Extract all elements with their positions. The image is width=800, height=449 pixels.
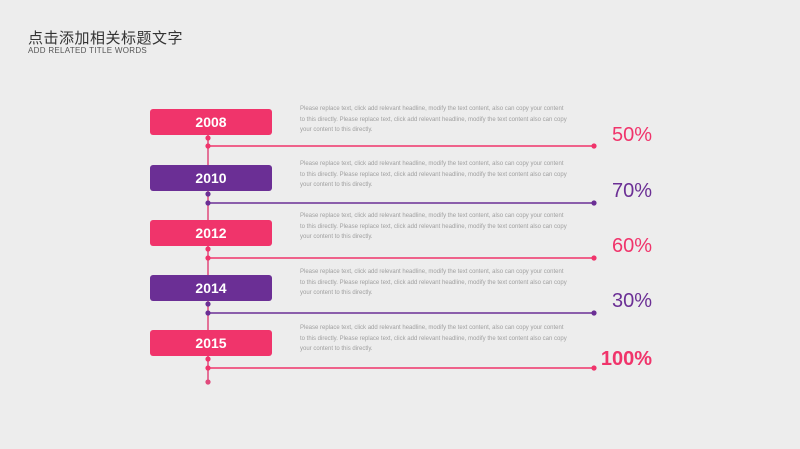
year-label: 2014: [195, 280, 227, 296]
percent-2012: 60%: [611, 235, 652, 257]
percent-2008: 50%: [611, 124, 652, 146]
year-label: 2010: [195, 170, 227, 186]
description-2015: Please replace text, click add relevant …: [300, 325, 567, 352]
description-2008: Please replace text, click add relevant …: [300, 106, 567, 133]
end-dot: [591, 255, 597, 261]
spine-dot: [205, 135, 211, 141]
spine-dot: [205, 246, 211, 252]
spine-dot: [205, 356, 211, 362]
end-dot: [591, 365, 597, 371]
page-title: 点击添加相关标题文字: [28, 29, 184, 47]
description-2010: Please replace text, click add relevant …: [300, 161, 567, 188]
spine-dot: [205, 310, 211, 316]
spine-dot: [205, 255, 211, 261]
spine-dot: [205, 301, 211, 307]
spine-end-dot: [205, 379, 211, 385]
end-dot: [591, 143, 597, 149]
spine-dot: [205, 365, 211, 371]
year-box-2014: 2014: [150, 275, 272, 301]
description-2012: Please replace text, click add relevant …: [300, 213, 567, 240]
year-box-2008: 2008: [150, 109, 272, 135]
percent-2014: 30%: [611, 290, 652, 312]
spine-dot: [205, 191, 211, 197]
year-label: 2015: [195, 335, 227, 351]
percent-2010: 70%: [611, 180, 652, 202]
description-2014: Please replace text, click add relevant …: [300, 269, 567, 296]
end-dot: [591, 200, 597, 206]
year-label: 2008: [195, 114, 227, 130]
percent-2015: 100%: [600, 348, 652, 370]
spine-dot: [205, 143, 211, 149]
year-box-2012: 2012: [150, 220, 272, 246]
spine-dot: [205, 200, 211, 206]
year-box-2015: 2015: [150, 330, 272, 356]
page-subtitle: ADD RELATED TITLE WORDS: [28, 46, 148, 55]
year-box-2010: 2010: [150, 165, 272, 191]
end-dot: [591, 310, 597, 316]
year-label: 2012: [195, 225, 227, 241]
